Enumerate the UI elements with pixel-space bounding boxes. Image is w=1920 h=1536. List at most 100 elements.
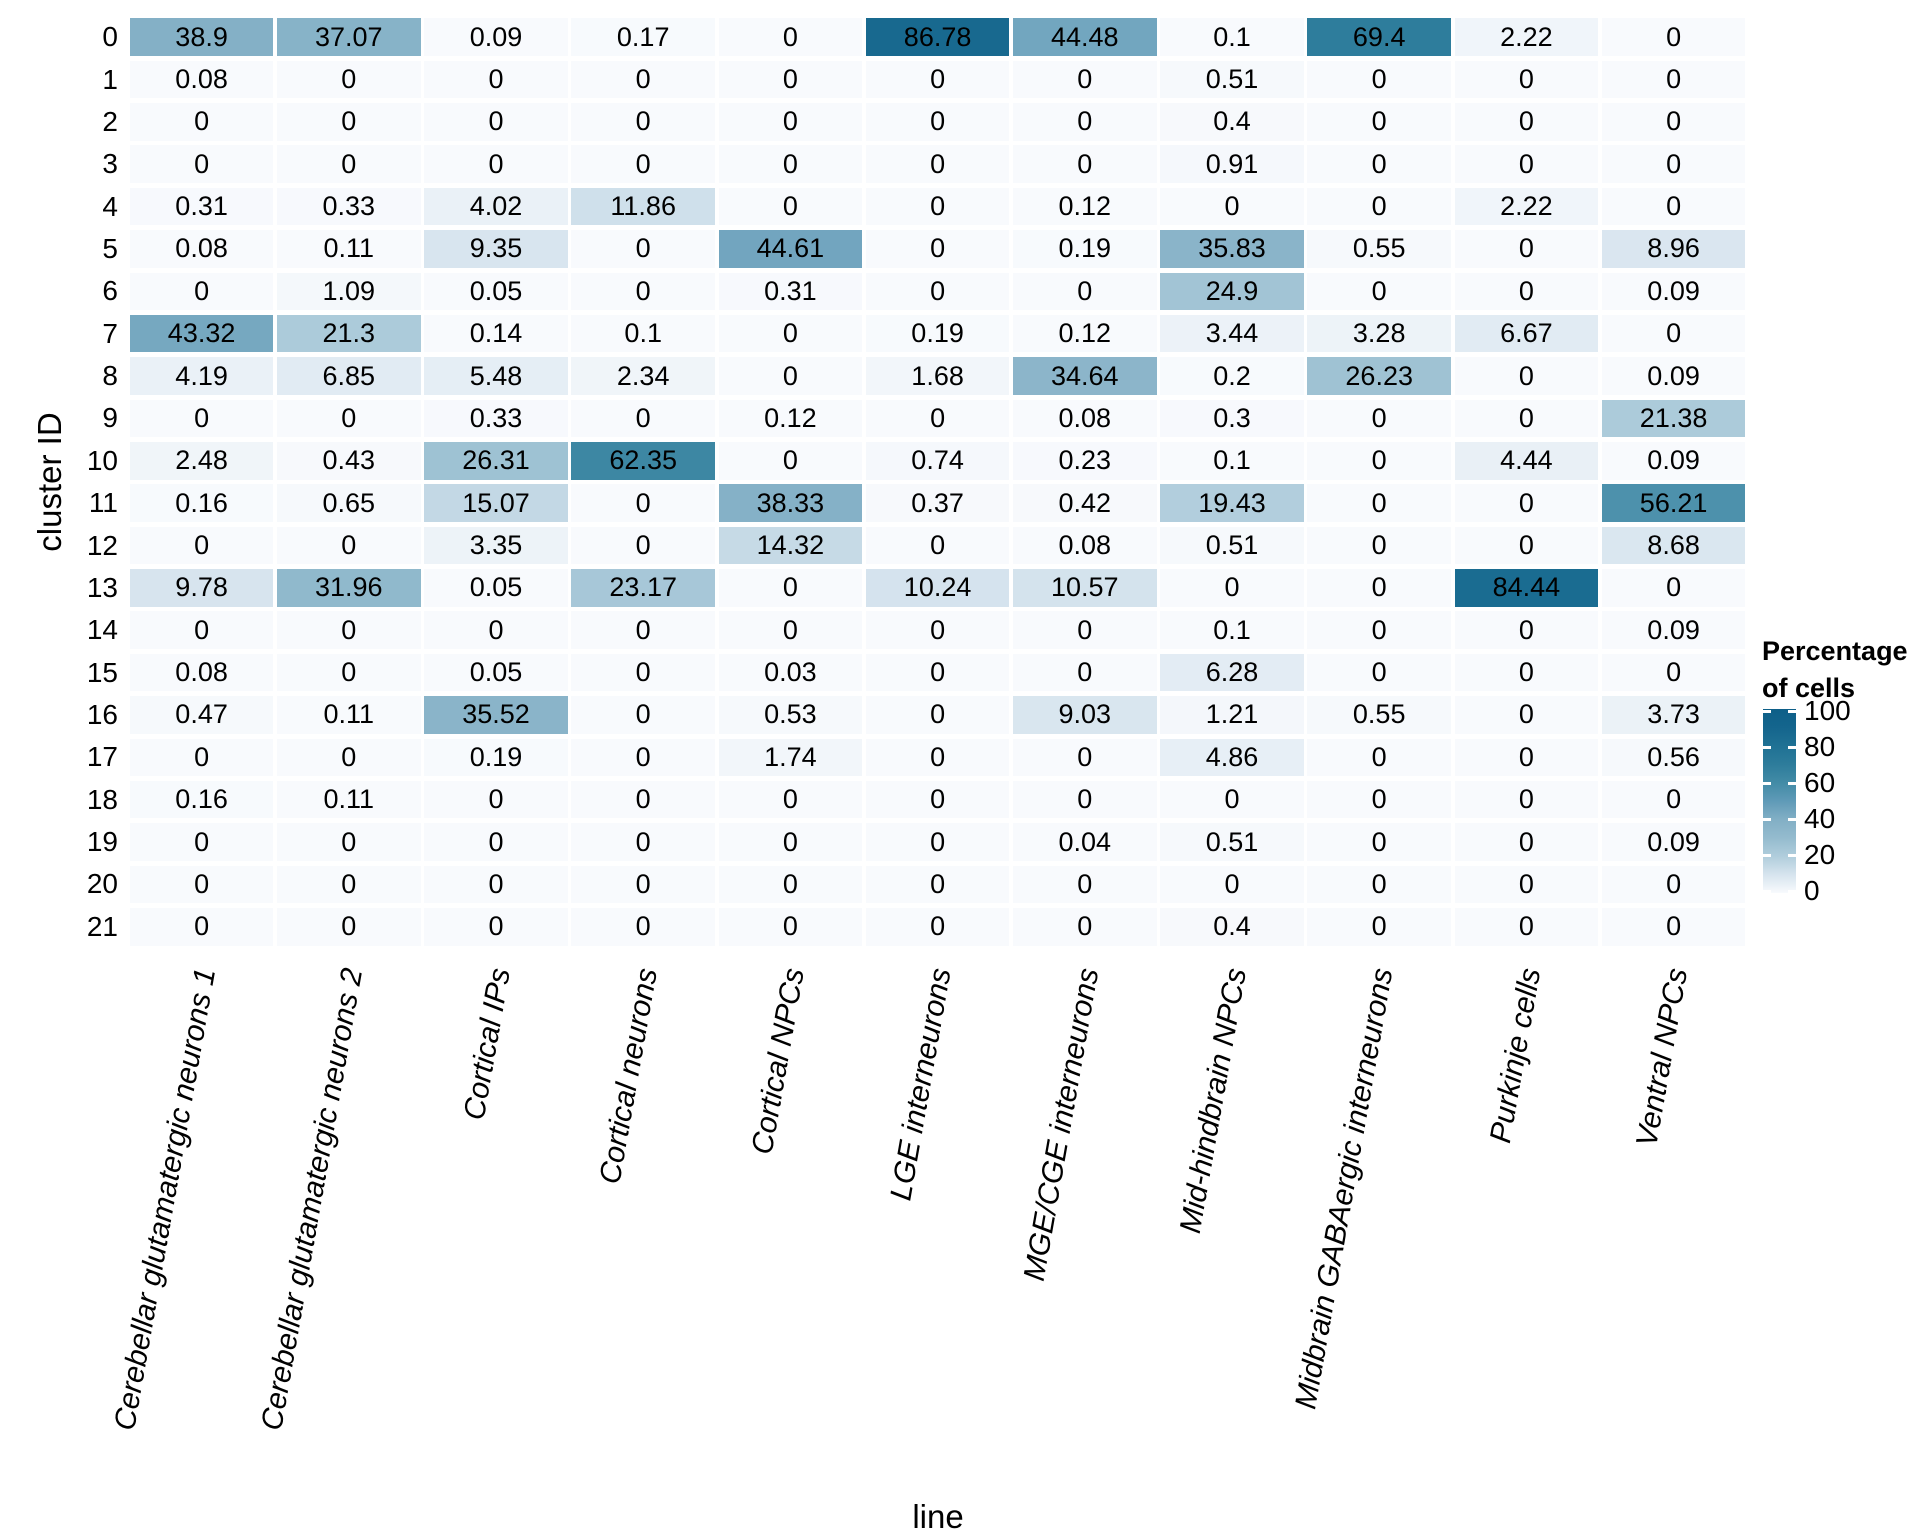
legend-tick-mark xyxy=(1763,781,1771,785)
heatmap-cell: 0 xyxy=(865,823,1010,861)
cell-value: 0.51 xyxy=(1205,64,1259,95)
cell-value: 0 xyxy=(930,826,946,857)
cell-value: 0.33 xyxy=(469,402,523,433)
heatmap-cell: 44.61 xyxy=(718,230,863,268)
legend-tick-label: 100 xyxy=(1804,695,1851,726)
heatmap-cell: 35.83 xyxy=(1160,230,1304,268)
cell-value: 0 xyxy=(782,614,798,645)
heatmap-cell: 0.12 xyxy=(1012,187,1157,226)
cell-value: 0 xyxy=(930,868,946,899)
heatmap-cell: 0.74 xyxy=(865,442,1010,480)
cell-value: 0 xyxy=(194,868,210,899)
cell-value: 9.78 xyxy=(175,572,228,603)
cell-value: 0 xyxy=(341,106,357,137)
cell-value: 0 xyxy=(194,614,210,645)
heatmap-cell: 0 xyxy=(865,696,1010,734)
cell-value: 0 xyxy=(1224,572,1240,603)
heatmap-cell: 0.09 xyxy=(1601,272,1746,311)
cell-value: 0 xyxy=(341,402,357,433)
cell-value: 19.43 xyxy=(1198,487,1266,518)
cell-value: 0.19 xyxy=(911,318,964,349)
heatmap-cell: 0 xyxy=(1307,103,1452,141)
cell-value: 0 xyxy=(930,275,946,306)
cell-value: 0 xyxy=(194,741,210,772)
heatmap-cell: 0.23 xyxy=(1012,442,1157,480)
cell-value: 0 xyxy=(635,402,651,433)
legend-tick-mark xyxy=(1788,853,1796,857)
heatmap-cell: 0.33 xyxy=(276,187,421,226)
heatmap-cell: 0.04 xyxy=(1012,823,1157,861)
heatmap-cell: 0.1 xyxy=(1160,611,1304,649)
legend-tick-mark xyxy=(1788,745,1796,749)
cell-value: 0.09 xyxy=(1647,445,1700,476)
cell-value: 2.22 xyxy=(1500,21,1553,52)
heatmap-cell: 1.68 xyxy=(865,357,1010,395)
cell-value: 0.12 xyxy=(764,402,817,433)
heatmap-cell: 0.47 xyxy=(129,696,274,734)
cell-value: 0 xyxy=(930,657,946,688)
cell-value: 0.31 xyxy=(175,191,228,222)
cell-value: 0 xyxy=(1666,21,1682,52)
cell-value: 0 xyxy=(1518,148,1534,179)
cell-value: 0 xyxy=(1077,657,1093,688)
cell-value: 0 xyxy=(1518,106,1534,137)
cell-value: 0 xyxy=(930,233,946,264)
heatmap-cell: 0 xyxy=(571,653,716,692)
cell-value: 0 xyxy=(930,106,946,137)
heatmap-cell: 38.33 xyxy=(718,484,863,522)
heatmap-cell: 0 xyxy=(1307,907,1452,946)
heatmap-cell: 0.08 xyxy=(129,230,274,268)
cell-value: 0 xyxy=(930,741,946,772)
legend-tick-mark xyxy=(1763,817,1771,821)
cell-value: 37.07 xyxy=(315,21,383,52)
heatmap-cell: 0 xyxy=(1601,60,1746,99)
cell-value: 21.38 xyxy=(1639,402,1708,433)
x-axis-tick-label: LGE interneurons xyxy=(884,965,959,1203)
cell-value: 35.52 xyxy=(462,699,530,730)
y-axis-tick-label: 9 xyxy=(102,402,118,434)
heatmap-cell: 0 xyxy=(718,145,863,184)
heatmap-cell: 2.22 xyxy=(1454,18,1599,56)
cell-value: 0 xyxy=(1518,529,1534,560)
cell-value: 0.2 xyxy=(1213,360,1251,391)
cell-value: 0.08 xyxy=(1058,529,1112,560)
cell-value: 0 xyxy=(341,657,357,688)
heatmap-cell: 0.37 xyxy=(865,484,1010,522)
heatmap-cell: 0 xyxy=(571,103,716,141)
cell-value: 0 xyxy=(782,318,798,349)
heatmap-cell: 0 xyxy=(865,611,1010,649)
cell-value: 0 xyxy=(1518,911,1534,942)
heatmap-cell: 0 xyxy=(571,145,716,184)
heatmap-cell: 10.57 xyxy=(1012,569,1157,607)
heatmap-cell: 0 xyxy=(276,823,421,861)
heatmap-cell: 31.96 xyxy=(276,569,421,607)
heatmap-cell: 0.19 xyxy=(424,738,568,777)
heatmap-cell: 0 xyxy=(129,823,274,861)
heatmap-cell: 0 xyxy=(571,823,716,861)
cell-value: 0.11 xyxy=(323,699,375,730)
cell-value: 0 xyxy=(194,106,210,137)
heatmap-cell: 0 xyxy=(571,526,716,565)
heatmap-cell: 0 xyxy=(424,823,568,861)
cell-value: 0 xyxy=(1371,487,1387,518)
heatmap-cell: 0.42 xyxy=(1012,484,1157,522)
heatmap-cell: 0 xyxy=(1012,653,1157,692)
heatmap-cell: 69.4 xyxy=(1307,18,1452,56)
heatmap-cell: 0 xyxy=(1160,780,1304,819)
cell-value: 6.67 xyxy=(1500,318,1553,349)
heatmap-cell: 1.21 xyxy=(1160,696,1304,734)
heatmap-cell: 0.51 xyxy=(1160,60,1304,99)
heatmap-cell: 0 xyxy=(1454,399,1599,438)
heatmap-cell: 0 xyxy=(718,823,863,861)
heatmap-cell: 0 xyxy=(1307,442,1452,480)
cell-value: 0.09 xyxy=(1647,275,1700,306)
heatmap-cell: 0 xyxy=(865,230,1010,268)
legend-tick-mark xyxy=(1788,889,1796,893)
heatmap-cell: 0.19 xyxy=(1012,230,1157,268)
cell-value: 0 xyxy=(194,275,210,306)
heatmap-cell: 0 xyxy=(1307,653,1452,692)
heatmap-cell: 0 xyxy=(865,526,1010,565)
heatmap-cell: 0 xyxy=(718,442,863,480)
cell-value: 0 xyxy=(194,826,210,857)
heatmap-cell: 19.43 xyxy=(1160,484,1304,522)
